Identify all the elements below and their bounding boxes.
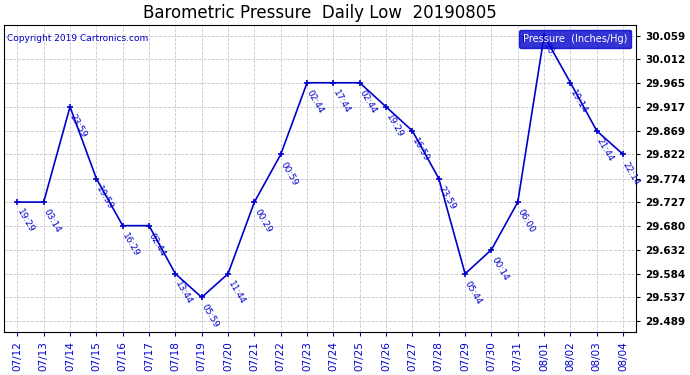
Text: 02:44: 02:44: [147, 231, 168, 258]
Legend: Pressure  (Inches/Hg): Pressure (Inches/Hg): [520, 30, 631, 48]
Text: 23:59: 23:59: [68, 112, 88, 139]
Text: 00:59: 00:59: [279, 160, 299, 187]
Text: 16:59: 16:59: [410, 136, 431, 164]
Text: 19:59: 19:59: [94, 184, 115, 211]
Text: 23:59: 23:59: [437, 184, 457, 211]
Text: 05:59: 05:59: [199, 303, 220, 330]
Text: 13:44: 13:44: [173, 279, 194, 306]
Text: 11:44: 11:44: [226, 279, 246, 306]
Text: 00:14: 00:14: [489, 255, 510, 282]
Text: 02:44: 02:44: [305, 88, 326, 115]
Text: 22:14: 22:14: [621, 160, 642, 187]
Text: 19:29: 19:29: [384, 112, 404, 139]
Text: 19:29: 19:29: [15, 208, 36, 234]
Text: 03:14: 03:14: [41, 208, 62, 234]
Text: 20:: 20:: [542, 41, 557, 58]
Text: 16:29: 16:29: [121, 231, 141, 258]
Text: 02:44: 02:44: [357, 88, 378, 115]
Text: 06:00: 06:00: [515, 208, 536, 234]
Text: 17:44: 17:44: [331, 88, 352, 115]
Text: 00:29: 00:29: [252, 208, 273, 234]
Text: Copyright 2019 Cartronics.com: Copyright 2019 Cartronics.com: [8, 34, 148, 44]
Text: 05:44: 05:44: [463, 279, 484, 306]
Title: Barometric Pressure  Daily Low  20190805: Barometric Pressure Daily Low 20190805: [144, 4, 497, 22]
Text: 21:44: 21:44: [595, 136, 615, 163]
Text: 19:14: 19:14: [569, 88, 589, 115]
